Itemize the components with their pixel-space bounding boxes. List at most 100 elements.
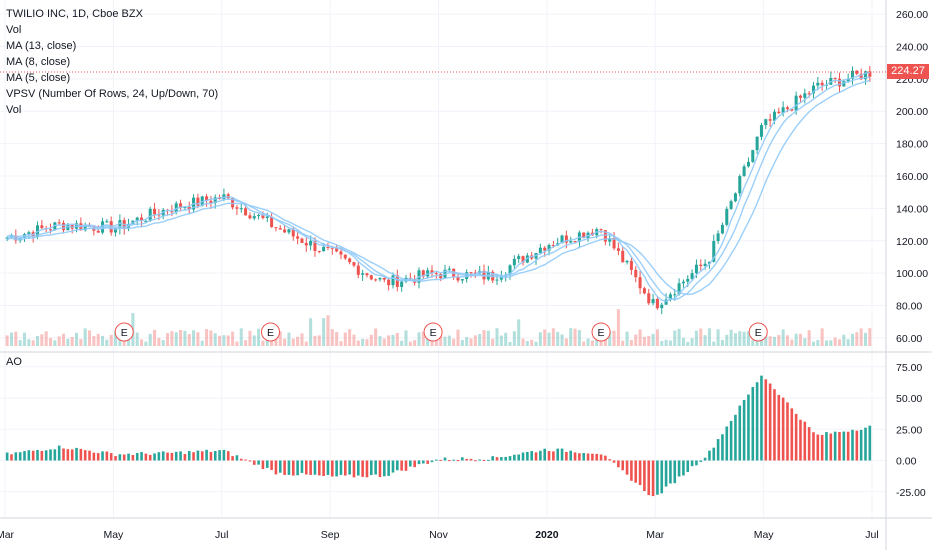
volume-bar <box>326 315 330 346</box>
candle-body <box>114 228 118 233</box>
ao-bar <box>183 454 187 461</box>
ao-bar <box>651 460 655 497</box>
volume-bar <box>538 332 542 346</box>
ao-bar <box>205 449 208 461</box>
candle-body <box>196 197 200 206</box>
ao-bar <box>265 460 269 468</box>
volume-bar <box>222 335 226 346</box>
ao-bar <box>825 432 828 461</box>
volume-bar <box>577 330 581 346</box>
candle-body <box>395 275 399 287</box>
ao-bar <box>452 459 455 461</box>
candle-body <box>642 288 646 294</box>
candle-body <box>712 241 716 262</box>
candle-body <box>759 125 763 137</box>
ao-bar <box>738 405 742 461</box>
ao-bar <box>343 460 347 476</box>
ao-bar <box>673 460 677 484</box>
candle-body <box>746 161 750 167</box>
candle-body <box>300 238 304 243</box>
candle-body <box>430 270 434 274</box>
ao-bar <box>122 454 126 461</box>
volume-bar <box>66 338 70 346</box>
volume-bar <box>196 332 200 346</box>
ao-bar <box>773 389 776 461</box>
legend-title: TWILIO INC, 1D, Cboe BZX <box>6 8 143 20</box>
volume-bar <box>153 329 157 346</box>
volume-bar <box>265 337 269 346</box>
candle-body <box>460 279 464 281</box>
ao-bar <box>348 460 351 475</box>
volume-bar <box>772 336 776 346</box>
volume-bar <box>27 339 31 346</box>
volume-bar <box>174 332 178 346</box>
ao-bar <box>491 456 494 461</box>
ao-bar <box>790 408 794 461</box>
candle-body <box>751 150 755 162</box>
candle-body <box>287 229 291 233</box>
ao-bar <box>239 458 243 461</box>
volume-bar <box>348 329 352 346</box>
candle-body <box>742 166 746 177</box>
ao-bar <box>101 451 104 461</box>
candle-body <box>183 206 187 208</box>
volume-bar <box>309 318 313 346</box>
time-tick-label: Jul <box>215 529 228 541</box>
candle-body <box>616 248 620 251</box>
time-tick-label: Mar <box>646 529 665 541</box>
time-tick-label: Jul <box>865 529 878 541</box>
ao-bar <box>569 450 573 461</box>
ao-bar <box>127 453 130 461</box>
volume-bar <box>231 331 235 346</box>
ao-bar <box>109 453 113 461</box>
ao-bar <box>617 460 620 468</box>
ao-bar <box>500 457 503 461</box>
candle-body <box>651 299 655 304</box>
ao-bar <box>252 460 256 465</box>
volume-bar <box>105 339 109 346</box>
price-tick-label: 180.00 <box>896 139 928 151</box>
candle-body <box>703 263 707 266</box>
candle-body <box>469 272 473 274</box>
candle-body <box>326 246 330 248</box>
ao-bar <box>79 448 83 461</box>
volume-bar <box>92 336 96 346</box>
volume-bar <box>816 339 820 346</box>
earnings-marker <box>423 322 443 342</box>
legend: TWILIO INC, 1D, Cboe BZX Vol MA (13, clo… <box>6 6 218 118</box>
volume-bar <box>226 335 230 346</box>
candle-body <box>447 268 451 270</box>
volume-bar <box>833 337 837 346</box>
ao-bar <box>96 453 100 461</box>
candle-body <box>655 299 659 309</box>
ao-bar <box>317 460 321 476</box>
candle-body <box>538 247 542 254</box>
volume-bar <box>114 330 118 346</box>
ao-bar <box>53 449 57 461</box>
candle-body <box>755 136 759 151</box>
candle-body <box>140 217 144 222</box>
ao-bar <box>27 450 31 461</box>
ao-bar <box>435 459 438 461</box>
price-tick-label: 200.00 <box>896 106 928 118</box>
volume-bar <box>261 340 265 346</box>
volume-bar <box>9 332 14 346</box>
volume-bar <box>807 330 811 346</box>
ao-bar <box>560 448 564 461</box>
volume-bar <box>625 331 629 346</box>
candle-body <box>781 107 785 114</box>
candle-body <box>313 240 317 251</box>
candle-body <box>499 276 503 280</box>
volume-bar <box>352 334 356 346</box>
ao-bar <box>383 460 386 477</box>
volume-bar <box>729 329 733 346</box>
ao-bar <box>521 452 525 461</box>
volume-bar <box>790 339 794 346</box>
time-tick-label: May <box>103 529 124 541</box>
candle-body <box>798 95 802 98</box>
candle-body <box>473 272 477 274</box>
price-tick-label: 60.00 <box>896 333 922 345</box>
volume-bar <box>166 333 170 346</box>
candle-body <box>382 277 386 280</box>
